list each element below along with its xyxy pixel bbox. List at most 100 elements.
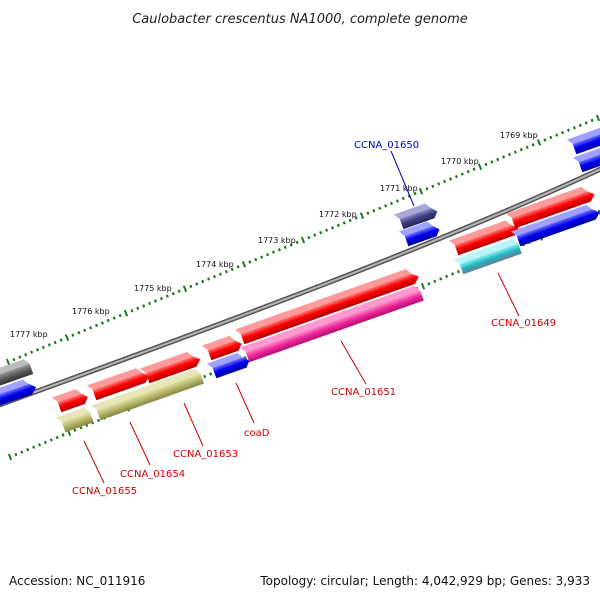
- outer-ruler-minor-tick: [590, 118, 594, 123]
- outer-ruler-minor-tick: [531, 143, 535, 147]
- gene-ccna-01651-rna[interactable]: [239, 284, 424, 363]
- gene-label-ccna-01650[interactable]: CCNA_01650: [354, 140, 419, 151]
- inner-ruler-minor-tick: [209, 372, 213, 376]
- outer-ruler-minor-tick: [153, 299, 158, 303]
- gene-ccna-01654-cds[interactable]: [86, 365, 151, 402]
- outer-ruler-major-tick: [418, 187, 424, 195]
- outer-ruler-minor-tick: [525, 145, 529, 149]
- outer-ruler-minor-tick: [71, 333, 75, 337]
- outer-ruler-minor-tick: [24, 353, 28, 357]
- inner-ruler-minor-tick: [433, 279, 437, 283]
- gene-labels: CCNA_01650 CCNA_01649 CCNA_01651 coaD CC…: [72, 140, 556, 497]
- map-title: Caulobacter crescentus NA1000, complete …: [132, 12, 468, 27]
- outer-ruler-minor-tick: [159, 296, 163, 301]
- inner-ruler-major-tick: [7, 453, 13, 461]
- gene-ccna-01653-cds[interactable]: [139, 349, 202, 385]
- outer-ruler-minor-tick: [260, 255, 264, 259]
- outer-ruler-minor-tick: [472, 167, 476, 171]
- gene-label-ccna-01651[interactable]: CCNA_01651: [331, 387, 396, 398]
- kbp-label-1769: 1769 kbp: [500, 131, 538, 140]
- accession-text: Accession: NC_011916: [9, 574, 146, 588]
- outer-ruler-minor-tick: [513, 150, 517, 154]
- outer-ruler-minor-tick: [201, 279, 205, 284]
- gene-right-blue-large[interactable]: [510, 202, 600, 248]
- outer-ruler-minor-tick: [136, 306, 140, 310]
- gene-right-red-large[interactable]: [505, 184, 597, 230]
- outer-ruler-minor-tick: [401, 196, 405, 201]
- inner-ruler-minor-tick: [20, 450, 24, 454]
- outer-ruler-minor-tick: [41, 345, 45, 350]
- outer-ruler-minor-tick: [319, 231, 323, 235]
- inner-ruler-minor-tick: [203, 374, 207, 379]
- kbp-label-1770: 1770 kbp: [441, 157, 479, 166]
- gene-ccna-01650-cds[interactable]: [393, 201, 439, 231]
- kbp-labels: 1769 kbp 1770 kbp 1771 kbp 1772 kbp 1773…: [10, 131, 538, 339]
- outer-ruler-minor-tick: [502, 155, 506, 159]
- outer-ruler-minor-tick: [142, 304, 146, 308]
- outer-ruler-minor-tick: [413, 191, 417, 196]
- outer-ruler-minor-tick: [106, 318, 110, 323]
- outer-ruler-major-tick: [64, 334, 70, 341]
- inner-ruler-minor-tick: [96, 418, 101, 423]
- gene-partial-gray[interactable]: [0, 358, 34, 388]
- outer-ruler-minor-tick: [466, 170, 470, 174]
- outer-ruler-minor-tick: [230, 267, 234, 271]
- outer-ruler-minor-tick: [490, 160, 494, 164]
- outer-ruler-minor-tick: [443, 179, 447, 184]
- outer-ruler-minor-tick: [555, 133, 559, 137]
- gene-label-ccna-01649[interactable]: CCNA_01649: [491, 318, 556, 329]
- outer-ruler-minor-tick: [283, 245, 287, 249]
- gene-label-coad[interactable]: coaD: [244, 428, 270, 439]
- gene-edge-blue-lower[interactable]: [572, 141, 600, 174]
- inner-ruler-minor-tick: [43, 440, 47, 445]
- inner-ruler-minor-tick: [49, 438, 53, 442]
- outer-ruler-minor-tick: [277, 248, 281, 252]
- gene-ccna-01649-rna[interactable]: [453, 238, 522, 276]
- inner-ruler-minor-tick: [439, 277, 443, 281]
- outer-ruler-minor-tick: [460, 172, 464, 176]
- outer-ruler-minor-tick: [354, 216, 358, 220]
- gene-label-ccna-01655[interactable]: CCNA_01655: [72, 486, 137, 497]
- outer-ruler-minor-tick: [431, 184, 435, 188]
- outer-ruler-minor-tick: [425, 187, 429, 191]
- outer-ruler-minor-tick: [130, 309, 134, 313]
- outer-ruler-minor-tick: [118, 313, 122, 318]
- gene-label-ccna-01653[interactable]: CCNA_01653: [173, 449, 238, 460]
- outer-ruler-minor-tick: [47, 343, 51, 347]
- outer-ruler-minor-tick: [484, 162, 488, 167]
- inner-ruler-minor-tick: [32, 445, 36, 449]
- inner-ruler-minor-tick: [456, 269, 460, 274]
- gene-coad-blue[interactable]: [206, 350, 251, 380]
- outer-ruler-major-tick: [359, 212, 365, 219]
- inner-ruler-major-tick: [420, 282, 426, 290]
- gene-ccna-01650-blue[interactable]: [398, 219, 441, 248]
- gene-ccna-01654-rna[interactable]: [90, 368, 205, 422]
- outer-ruler-minor-tick: [94, 323, 99, 328]
- outer-ruler-minor-tick: [224, 270, 228, 274]
- inner-ruler-major-tick: [597, 209, 600, 216]
- gene-ccna-01649-cds[interactable]: [448, 217, 521, 256]
- gene-coad-cds[interactable]: [201, 333, 243, 362]
- outer-ruler-minor-tick: [148, 301, 152, 306]
- outer-ruler-minor-tick: [112, 316, 116, 320]
- kbp-label-1777: 1777 kbp: [10, 330, 48, 339]
- inner-ruler-minor-tick: [14, 452, 18, 457]
- gene-label-ccna-01654[interactable]: CCNA_01654: [120, 469, 185, 480]
- outer-ruler-minor-tick: [295, 240, 299, 245]
- kbp-label-1772: 1772 kbp: [319, 210, 357, 219]
- gene-ccna-01655-rna[interactable]: [55, 406, 94, 433]
- kbp-label-1773: 1773 kbp: [258, 236, 296, 245]
- outer-ruler-major-tick: [182, 285, 188, 293]
- outer-ruler-minor-tick: [59, 338, 63, 342]
- outer-ruler-minor-tick: [89, 326, 93, 330]
- outer-ruler-minor-tick: [207, 277, 211, 281]
- inner-ruler-minor-tick: [37, 443, 42, 447]
- gene-ccna-01655-cds[interactable]: [51, 386, 90, 413]
- outer-ruler-minor-tick: [336, 223, 340, 228]
- outer-ruler-minor-tick: [254, 257, 258, 262]
- outer-ruler-minor-tick: [519, 148, 523, 152]
- gene-partial-blue[interactable]: [0, 376, 38, 407]
- outer-ruler-minor-tick: [578, 123, 582, 127]
- outer-ruler-minor-tick: [496, 157, 500, 162]
- gene-ccna-01651-cds[interactable]: [234, 266, 421, 346]
